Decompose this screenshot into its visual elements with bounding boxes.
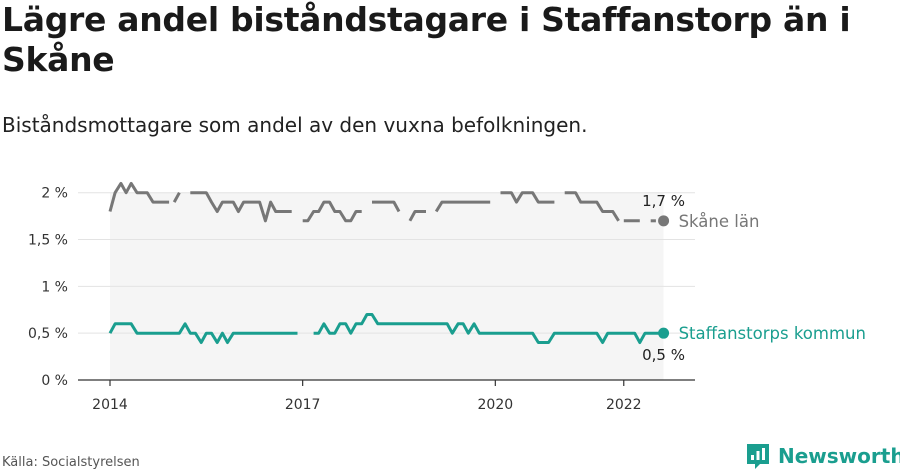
brand-logo[interactable]: Newsworthy bbox=[745, 442, 900, 470]
series-end-point-staffanstorp bbox=[658, 327, 670, 339]
series-line-skane bbox=[190, 191, 292, 223]
x-tick-label: 2020 bbox=[478, 397, 514, 413]
series-end-value-staffanstorp: 0,5 % bbox=[642, 346, 685, 364]
x-tick-label: 2022 bbox=[606, 397, 642, 413]
y-tick-label: 1 % bbox=[41, 279, 68, 295]
series-line-skane bbox=[408, 210, 426, 222]
series-line-skane bbox=[500, 191, 555, 204]
x-tick-label: 2017 bbox=[285, 397, 321, 413]
chart-subtitle: Biståndsmottagare som andel av den vuxna… bbox=[2, 113, 588, 137]
series-line-skane bbox=[108, 181, 170, 212]
series-label-skane: Skåne län bbox=[679, 212, 760, 231]
series-end-value-skane: 1,7 % bbox=[642, 192, 685, 210]
y-tick-label: 0,5 % bbox=[28, 326, 68, 342]
newsworthy-logo-icon bbox=[747, 444, 769, 469]
series-end-point-skane bbox=[658, 215, 670, 227]
series-line-skane bbox=[372, 200, 401, 213]
series-line-skane bbox=[434, 200, 491, 213]
series-line-skane bbox=[172, 191, 181, 203]
brand-name: Newsworthy bbox=[778, 444, 900, 468]
y-tick-label: 0 % bbox=[41, 373, 68, 389]
source-note: Källa: Socialstyrelsen bbox=[2, 455, 140, 470]
series-line-staffanstorp bbox=[313, 313, 664, 344]
series-line-skane bbox=[302, 200, 362, 223]
chart-title: Lägre andel biståndstagare i Staffanstor… bbox=[2, 0, 851, 79]
series-line-skane bbox=[564, 191, 620, 222]
x-tick-label: 2014 bbox=[92, 397, 128, 413]
y-tick-label: 1,5 % bbox=[28, 233, 68, 249]
series-line-staffanstorp bbox=[108, 322, 298, 344]
series-label-staffanstorp: Staffanstorps kommun bbox=[679, 324, 866, 343]
y-tick-label: 2 % bbox=[41, 186, 68, 202]
